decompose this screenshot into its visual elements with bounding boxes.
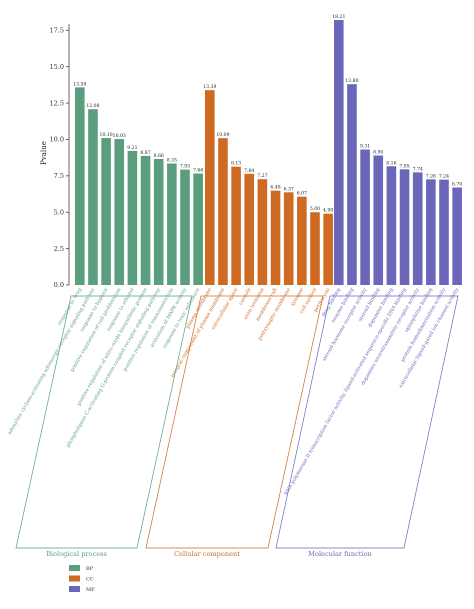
bar — [244, 173, 255, 285]
bar — [114, 139, 125, 285]
legend: BP CC MF — [69, 565, 95, 593]
bar — [310, 212, 320, 285]
bar — [140, 155, 151, 285]
bar — [323, 213, 333, 285]
bar — [373, 155, 384, 285]
bar — [153, 158, 164, 285]
bar — [205, 90, 215, 285]
bar — [75, 87, 85, 286]
bar-value-label: 7.64 — [244, 168, 254, 174]
bar — [439, 179, 449, 285]
bar — [334, 20, 344, 285]
group-label: Cellular component — [174, 550, 240, 558]
y-tick-label: 5.0 — [54, 208, 64, 216]
bar-value-label: 7.24 — [439, 174, 449, 180]
bar-value-label: 12.08 — [86, 103, 99, 109]
bar — [88, 109, 98, 285]
bar — [412, 172, 423, 285]
y-tick-label: 10.0 — [50, 136, 64, 144]
group-brackets-layer: Biological process Cellular component Mole… — [15, 295, 459, 558]
legend-swatch — [69, 565, 80, 571]
bar-value-label: 8.90 — [373, 149, 383, 155]
y-tick-label: 12.5 — [50, 99, 64, 107]
bar — [426, 179, 436, 285]
bar-value-label: 8.66 — [154, 153, 164, 159]
bar-value-label: 4.90 — [323, 208, 333, 214]
bar — [297, 196, 307, 285]
bar-value-label: 6.07 — [297, 191, 307, 197]
bar — [452, 187, 462, 285]
bar — [218, 138, 228, 285]
bar-value-label: 6.48 — [270, 185, 280, 191]
bar — [270, 190, 281, 285]
bar — [231, 166, 241, 285]
bar-value-label: 10.09 — [216, 132, 229, 138]
y-axis-title: Pvalue — [40, 141, 48, 165]
legend-label: BP — [86, 566, 94, 572]
bar-value-label: 8.13 — [231, 161, 241, 167]
bar — [127, 150, 138, 285]
y-tick-label: 0.0 — [54, 281, 64, 289]
legend-swatch — [69, 575, 80, 582]
legend-label: CC — [86, 577, 94, 583]
group-label: Biological process — [46, 550, 107, 558]
y-tick-label: 7.5 — [54, 172, 64, 180]
bar — [167, 163, 177, 285]
y-tick-label: 15.0 — [50, 63, 64, 71]
y-tick-label: 2.5 — [54, 245, 64, 253]
bar — [347, 84, 357, 286]
group-label: Molecular function — [308, 550, 372, 558]
bar — [257, 179, 268, 285]
bar-value-label: 7.95 — [399, 163, 409, 169]
axis-layer: 0.0 2.5 5.0 7.5 10.0 12.5 15.0 17.5 Pvalue — [40, 24, 70, 289]
bar-value-label: 7.27 — [257, 173, 267, 179]
bar-value-label: 9.21 — [127, 145, 137, 151]
bar — [193, 173, 203, 285]
bar-value-label: 10.03 — [113, 133, 126, 139]
bar-value-label: 7.26 — [426, 173, 436, 179]
bar-value-label: 8.16 — [386, 160, 396, 166]
bars-layer: 13.58 12.08 10.10 10.039.218.87 8.668.357.93… — [73, 14, 462, 286]
y-tick-label: 17.5 — [50, 27, 64, 35]
bar-value-label: 13.80 — [345, 78, 358, 84]
legend-label: MF — [86, 587, 95, 593]
bar-value-label: 13.58 — [73, 81, 86, 87]
bar-value-label: 8.35 — [167, 157, 177, 163]
bar-value-label: 5.00 — [310, 206, 320, 212]
group-bracket — [145, 295, 324, 549]
legend-swatch — [69, 586, 80, 592]
bar-value-label: 9.31 — [360, 144, 370, 150]
bar-value-label: 13.39 — [203, 84, 216, 90]
bar — [386, 166, 397, 285]
group-bracket — [15, 295, 193, 549]
bar-value-label: 6.37 — [284, 186, 294, 192]
group-bracket — [275, 295, 459, 549]
bar-value-label: 8.87 — [140, 150, 150, 156]
bar-value-label: 18.21 — [332, 14, 345, 20]
bar-value-label: 6.70 — [452, 181, 462, 187]
bar — [360, 149, 370, 285]
bar-value-label: 7.74 — [413, 166, 423, 172]
bar — [180, 169, 190, 285]
bar — [399, 169, 410, 285]
bar-value-label: 10.10 — [100, 132, 113, 138]
bar — [101, 138, 111, 285]
bar-value-label: 7.93 — [180, 164, 190, 170]
bar-value-label: 7.66 — [193, 168, 203, 174]
bar — [283, 192, 294, 285]
